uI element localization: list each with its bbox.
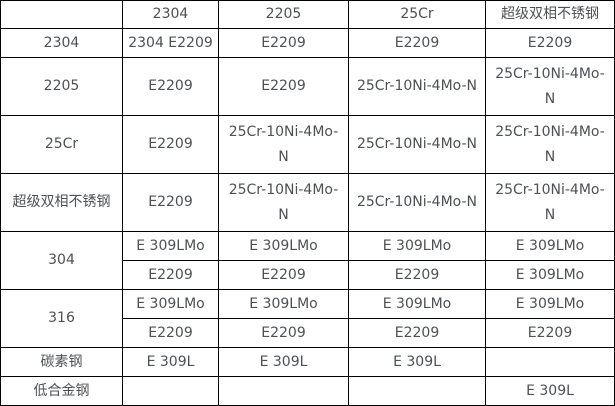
table-cell: 25Cr-10Ni-4Mo-N (218, 173, 349, 232)
table-cell: E2209 (122, 115, 219, 174)
row-header: 316 (0, 289, 123, 348)
row-header: 碳素钢 (0, 347, 123, 377)
table-cell: 25Cr-10Ni-4Mo-N (218, 115, 349, 174)
table-cell: E2209 (218, 260, 349, 290)
row-header: 超级双相不锈钢 (0, 173, 123, 232)
table-cell: E2209 (218, 318, 349, 348)
table-cell: 25Cr-10Ni-4Mo-N (485, 173, 615, 232)
table-cell: E 309LMo (348, 289, 486, 319)
table-cell: E2209 (122, 57, 219, 116)
table-cell: E2209 (122, 260, 219, 290)
table-cell: E 309LMo (348, 231, 486, 261)
table-row-super-duplex: 超级双相不锈钢 E2209 25Cr-10Ni-4Mo-N 25Cr-10Ni-… (0, 173, 615, 232)
row-header: 25Cr (0, 115, 123, 174)
table-cell: E 309LMo (122, 289, 219, 319)
table-cell: E 309LMo (218, 289, 349, 319)
table-row-carbon-steel: 碳素钢 E 309L E 309L E 309L (0, 347, 615, 377)
row-header: 2304 (0, 28, 123, 58)
column-header-blank (0, 0, 123, 29)
table-cell: 25Cr-10Ni-4Mo-N (348, 57, 486, 116)
table-row-low-alloy-steel: 低合金钢 E 309L (0, 376, 615, 406)
table-cell (348, 376, 486, 406)
table-cell: E2209 (485, 28, 615, 58)
column-header-super-duplex: 超级双相不锈钢 (485, 0, 615, 29)
table-cell: E2209 (485, 318, 615, 348)
row-header: 2205 (0, 57, 123, 116)
table-row-316-b: E2209 E2209 E2209 E2209 (1, 318, 615, 348)
table-cell: 25Cr-10Ni-4Mo-N (485, 115, 615, 174)
table-row-304-b: E2209 E2209 E2209 E 309LMo (1, 260, 615, 290)
row-header: 304 (0, 231, 123, 290)
table-cell: 25Cr-10Ni-4Mo-N (485, 57, 615, 116)
table-row-304-a: 304 E 309LMo E 309LMo E 309LMo E 309LMo (0, 231, 615, 290)
column-header-25cr: 25Cr (348, 0, 486, 29)
column-header-2304: 2304 (122, 0, 219, 29)
table-cell (122, 376, 219, 406)
row-header: 低合金钢 (0, 376, 123, 406)
table-cell: E 309L (218, 347, 349, 377)
table-cell: 25Cr-10Ni-4Mo-N (348, 173, 486, 232)
table-cell: E 309L (485, 376, 615, 406)
table-row-316-a: 316 E 309LMo E 309LMo E 309LMo E 309LMo (0, 289, 615, 348)
table-cell: E 309LMo (122, 231, 219, 261)
table-cell: E2209 (218, 57, 349, 116)
table-cell: E2209 (218, 28, 349, 58)
table-cell: E2209 (348, 318, 486, 348)
table-cell: E2209 (122, 318, 219, 348)
table-cell: E 309LMo (485, 231, 615, 261)
table-cell (218, 376, 349, 406)
table-cell: 25Cr-10Ni-4Mo-N (348, 115, 486, 174)
table-cell: E 309LMo (485, 260, 615, 290)
table-cell (485, 347, 615, 377)
table-row-2205: 2205 E2209 E2209 25Cr-10Ni-4Mo-N 25Cr-10… (0, 57, 615, 116)
table-cell: E 309L (348, 347, 486, 377)
column-header-2205: 2205 (218, 0, 349, 29)
table-cell: 2304 E2209 (122, 28, 219, 58)
table-cell: E 309LMo (218, 231, 349, 261)
table-cell: E2209 (348, 28, 486, 58)
table-cell: E2209 (348, 260, 486, 290)
table-row-2304: 2304 2304 E2209 E2209 E2209 E2209 (0, 28, 615, 58)
table-row-25cr: 25Cr E2209 25Cr-10Ni-4Mo-N 25Cr-10Ni-4Mo… (0, 115, 615, 174)
header-row: 2304 2205 25Cr 超级双相不锈钢 (0, 0, 615, 29)
table-cell: E2209 (122, 173, 219, 232)
table-cell: E 309LMo (485, 289, 615, 319)
table-cell: E 309L (122, 347, 219, 377)
